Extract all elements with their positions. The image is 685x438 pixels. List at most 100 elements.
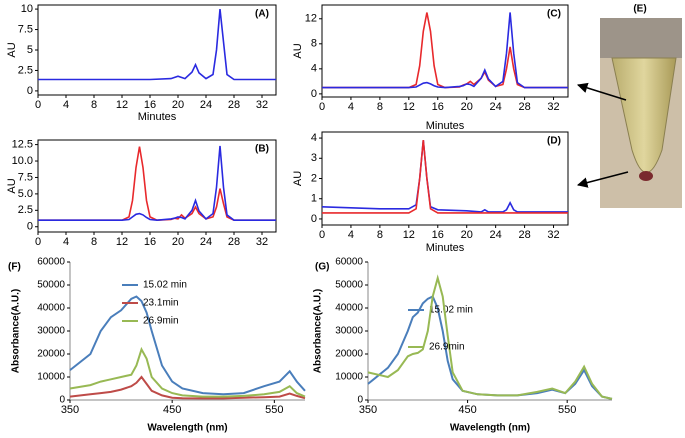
panel-label: (B) — [255, 144, 269, 155]
x-tick-label: 4 — [63, 99, 69, 111]
x-tick-label: 28 — [518, 101, 530, 113]
data-line — [69, 295, 306, 396]
y-tick-label: 4 — [311, 132, 317, 144]
x-axis-label: Wavelength (nm) — [450, 423, 530, 434]
x-tick-label: 4 — [63, 236, 69, 248]
x-tick-label: 8 — [377, 229, 383, 241]
y-tick-label: 10.0 — [12, 155, 33, 167]
x-tick-label: 28 — [518, 229, 530, 241]
data-line — [322, 140, 568, 214]
panel-label: (A) — [255, 9, 269, 20]
y-tick-label: 20000 — [37, 349, 65, 360]
y-tick-label: 10 — [21, 3, 33, 15]
x-tick-label: 8 — [91, 99, 97, 111]
y-tick-label: 4 — [311, 63, 317, 75]
y-axis-label: Absorbance(A.U.) — [11, 289, 22, 373]
x-tick-label: 20 — [461, 101, 473, 113]
y-tick-label: 2.5 — [18, 64, 33, 76]
x-tick-label: 32 — [547, 229, 559, 241]
x-tick-label: 0 — [319, 229, 325, 241]
x-axis-label: Minutes — [426, 120, 465, 132]
panel-label: (G) — [315, 262, 329, 273]
y-tick-label: 0 — [357, 395, 363, 406]
y-axis-label: AU — [6, 178, 18, 193]
y-tick-label: 2 — [311, 172, 317, 184]
x-tick-label: 350 — [359, 404, 377, 416]
data-line — [367, 274, 613, 400]
legend-label: 26.9min — [143, 316, 179, 327]
x-tick-label: 20 — [172, 99, 184, 111]
x-tick-label: 32 — [547, 101, 559, 113]
data-line — [321, 140, 568, 213]
y-tick-label: 5.0 — [18, 188, 33, 200]
data-line — [322, 12, 568, 89]
y-tick-label: 5 — [27, 44, 33, 56]
legend-label: 15.02 min — [143, 280, 187, 291]
photo — [600, 18, 682, 208]
y-tick-label: 50000 — [335, 280, 363, 291]
y-tick-label: 10000 — [37, 372, 65, 383]
x-tick-label: 28 — [228, 236, 240, 248]
x-tick-label: 450 — [458, 404, 476, 416]
y-tick-label: 10000 — [335, 372, 363, 383]
data-line — [38, 146, 276, 222]
x-tick-label: 16 — [144, 99, 156, 111]
x-tick-label: 24 — [200, 99, 212, 111]
x-tick-label: 550 — [265, 404, 283, 416]
x-tick-label: 8 — [377, 101, 383, 113]
y-tick-label: 50000 — [37, 280, 65, 291]
y-tick-label: 1 — [311, 193, 317, 205]
y-tick-label: 30000 — [335, 326, 363, 337]
x-tick-label: 8 — [91, 236, 97, 248]
y-tick-label: 0 — [311, 213, 317, 225]
x-tick-label: 12 — [403, 101, 415, 113]
y-tick-label: 12 — [305, 13, 317, 25]
legend-label: 23.1min — [143, 298, 179, 309]
x-tick-label: 24 — [490, 229, 502, 241]
y-tick-label: 7.5 — [18, 23, 33, 35]
x-tick-label: 12 — [116, 236, 128, 248]
arrow — [576, 171, 629, 188]
x-tick-label: 0 — [35, 236, 41, 248]
y-tick-label: 30000 — [37, 326, 65, 337]
y-tick-label: 0 — [27, 85, 33, 97]
y-tick-label: 60000 — [37, 257, 65, 268]
x-tick-label: 350 — [61, 404, 79, 416]
x-tick-label: 20 — [172, 236, 184, 248]
legend-label: 26.9min — [429, 342, 465, 353]
plot-frame — [37, 4, 277, 96]
y-tick-label: 0 — [27, 221, 33, 233]
x-tick-label: 4 — [348, 101, 354, 113]
x-tick-label: 12 — [403, 229, 415, 241]
y-tick-label: 40000 — [335, 303, 363, 314]
y-tick-label: 8 — [311, 38, 317, 50]
y-tick-label: 40000 — [37, 303, 65, 314]
x-tick-label: 4 — [348, 229, 354, 241]
data-line — [322, 12, 568, 89]
x-tick-label: 32 — [256, 99, 268, 111]
y-tick-label: 2.5 — [18, 204, 33, 216]
x-tick-label: 20 — [461, 229, 473, 241]
x-axis-label: Wavelength (nm) — [147, 423, 227, 434]
data-line — [38, 9, 276, 81]
data-line — [69, 375, 306, 400]
data-line — [367, 295, 613, 400]
y-axis-label: AU — [6, 42, 18, 57]
data-line — [38, 145, 276, 222]
plot-frame — [321, 4, 569, 98]
x-tick-label: 16 — [432, 229, 444, 241]
panel-label: (E) — [633, 4, 646, 15]
plot-frame — [321, 131, 569, 226]
x-tick-label: 28 — [228, 99, 240, 111]
x-tick-label: 550 — [558, 404, 576, 416]
x-axis-label: Minutes — [138, 111, 177, 123]
x-tick-label: 16 — [144, 236, 156, 248]
legend-label: 15.02 min — [429, 305, 473, 316]
y-tick-label: 0 — [311, 88, 317, 100]
panel-label: (D) — [547, 136, 561, 147]
x-tick-label: 24 — [200, 236, 212, 248]
panel-label: (C) — [547, 9, 561, 20]
y-tick-label: 12.5 — [12, 139, 33, 151]
y-tick-label: 0 — [59, 395, 65, 406]
